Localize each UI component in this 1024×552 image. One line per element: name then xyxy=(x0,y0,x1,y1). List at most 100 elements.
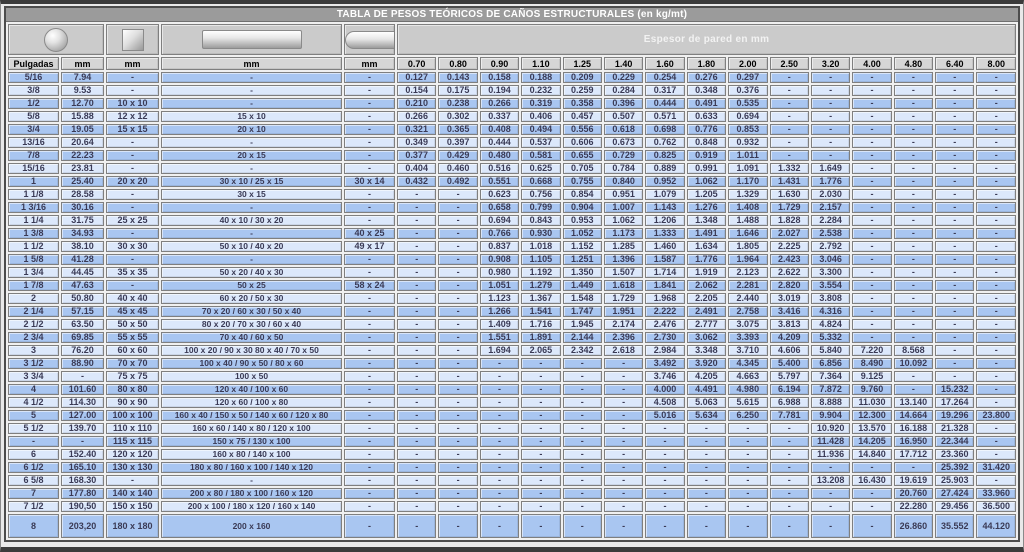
cell-weight: - xyxy=(893,163,934,174)
cell-weight: 0.480 xyxy=(479,150,520,161)
cell-weight: 1.507 xyxy=(603,267,644,278)
cell-weight: 0.776 xyxy=(686,124,727,135)
cell-weight: - xyxy=(562,358,602,369)
cell-weight: 3.492 xyxy=(645,358,685,369)
cell-oval-mm: - xyxy=(344,293,395,304)
cell-round-mm: 203,20 xyxy=(61,514,104,538)
cell-weight: - xyxy=(438,345,478,356)
cell-oval-mm: - xyxy=(344,514,395,538)
cell-pulgadas: 5/8 xyxy=(8,111,59,122)
column-header-square-mm: mm xyxy=(106,57,159,70)
cell-weight: 0.302 xyxy=(438,111,478,122)
cell-weight: - xyxy=(438,397,478,408)
cell-weight: - xyxy=(935,111,975,122)
cell-weight: 1.091 xyxy=(728,163,768,174)
cell-weight: 2.618 xyxy=(603,345,644,356)
cell-weight: 1.062 xyxy=(686,176,727,187)
cell-rect-mm: 200 x 100 / 180 x 120 / 160 x 140 xyxy=(161,501,342,512)
thickness-column-header: 4.80 xyxy=(893,57,934,70)
cell-weight: - xyxy=(852,124,892,135)
cell-weight: - xyxy=(893,306,934,317)
cell-round-mm: 34.93 xyxy=(61,228,104,239)
cell-square-mm: 75 x 75 xyxy=(106,371,159,382)
cell-weight: 1.105 xyxy=(521,254,561,265)
cell-weight: - xyxy=(562,475,602,486)
cell-weight: - xyxy=(438,358,478,369)
cell-weight: 5.615 xyxy=(728,397,768,408)
cell-pulgadas: 1 7/8 xyxy=(8,280,59,291)
cell-weight: - xyxy=(479,462,520,473)
cell-pulgadas: 1 1/4 xyxy=(8,215,59,226)
cell-round-mm: 190,50 xyxy=(61,501,104,512)
cell-weight: 19.296 xyxy=(935,410,975,421)
cell-weight: - xyxy=(603,410,644,421)
cell-square-mm: 10 x 10 xyxy=(106,98,159,109)
cell-weight: - xyxy=(769,85,809,96)
cell-weight: 5.797 xyxy=(769,371,809,382)
cell-weight: - xyxy=(686,423,727,434)
cell-oval-mm: 49 x 17 xyxy=(344,241,395,252)
cell-weight: 19.619 xyxy=(893,475,934,486)
cell-weight: - xyxy=(852,267,892,278)
cell-weight: 0.337 xyxy=(479,111,520,122)
cell-weight: - xyxy=(686,488,727,499)
thickness-column-header: 4.00 xyxy=(852,57,892,70)
rectangular-tube-icon xyxy=(201,30,302,49)
cell-pulgadas: 5/16 xyxy=(8,72,59,83)
table-row: 1 3/4 44.45 35 x 35 50 x 20 / 40 x 30- - -0.9… xyxy=(8,267,1016,278)
cell-rect-mm: 20 x 10 xyxy=(161,124,342,135)
table-row: 1 25.40 20 x 20 30 x 10 / 25 x 15 30 x 14 0.4… xyxy=(8,176,1016,187)
cell-weight: - xyxy=(562,410,602,421)
cell-weight: 5.400 xyxy=(769,358,809,369)
cell-weight: 0.432 xyxy=(397,176,437,187)
cell-weight: 22.344 xyxy=(935,436,975,447)
cell-pulgadas: 2 3/4 xyxy=(8,332,59,343)
cell-weight: 1.951 xyxy=(603,306,644,317)
cell-round-mm: 7.94 xyxy=(61,72,104,83)
cell-weight: - xyxy=(935,332,975,343)
cell-weight: 1.841 xyxy=(645,280,685,291)
cell-weight: 22.280 xyxy=(893,501,934,512)
cell-square-mm: - xyxy=(106,150,159,161)
cell-weight: 29.456 xyxy=(935,501,975,512)
cell-weight: - xyxy=(438,475,478,486)
cell-weight: - xyxy=(893,189,934,200)
cell-weight: 2.030 xyxy=(810,189,851,200)
cell-weight: - xyxy=(852,332,892,343)
cell-weight: - xyxy=(769,501,809,512)
cell-weight: - xyxy=(769,111,809,122)
cell-weight: 1.408 xyxy=(728,202,768,213)
cell-weight: 6.194 xyxy=(769,384,809,395)
cell-weight: - xyxy=(521,397,561,408)
cell-weight: 2.622 xyxy=(769,267,809,278)
cell-rect-mm: 80 x 20 / 70 x 30 / 60 x 40 xyxy=(161,319,342,330)
cell-weight: - xyxy=(728,462,768,473)
round-tube-header-cell xyxy=(8,24,104,55)
cell-weight: 14.664 xyxy=(893,410,934,421)
cell-square-mm: - xyxy=(106,475,159,486)
cell-weight: 1.251 xyxy=(562,254,602,265)
cell-pulgadas: 1 3/16 xyxy=(8,202,59,213)
cell-weight: 0.729 xyxy=(603,150,644,161)
cell-square-mm: 25 x 25 xyxy=(106,215,159,226)
cell-weight: - xyxy=(935,293,975,304)
cell-weight: 1.716 xyxy=(521,319,561,330)
cell-round-mm: 30.16 xyxy=(61,202,104,213)
cell-weight: 1.051 xyxy=(479,280,520,291)
cell-weight: - xyxy=(397,332,437,343)
table-row: 13/16 20.64- - -0.349 0.397 0.444 0.537 0.606 0.… xyxy=(8,137,1016,148)
cell-pulgadas: 7/8 xyxy=(8,150,59,161)
cell-weight: 2.062 xyxy=(686,280,727,291)
cell-weight: - xyxy=(810,111,851,122)
cell-rect-mm: 50 x 25 xyxy=(161,280,342,291)
cell-weight: 10.092 xyxy=(893,358,934,369)
cell-weight: 14.840 xyxy=(852,449,892,460)
cell-weight: - xyxy=(976,111,1016,122)
cell-weight: 0.953 xyxy=(562,215,602,226)
cell-weight: - xyxy=(397,319,437,330)
cell-weight: 23.360 xyxy=(935,449,975,460)
cell-weight: 1.968 xyxy=(645,293,685,304)
cell-weight: 2.440 xyxy=(728,293,768,304)
cell-oval-mm: - xyxy=(344,150,395,161)
cell-square-mm: 180 x 180 xyxy=(106,514,159,538)
